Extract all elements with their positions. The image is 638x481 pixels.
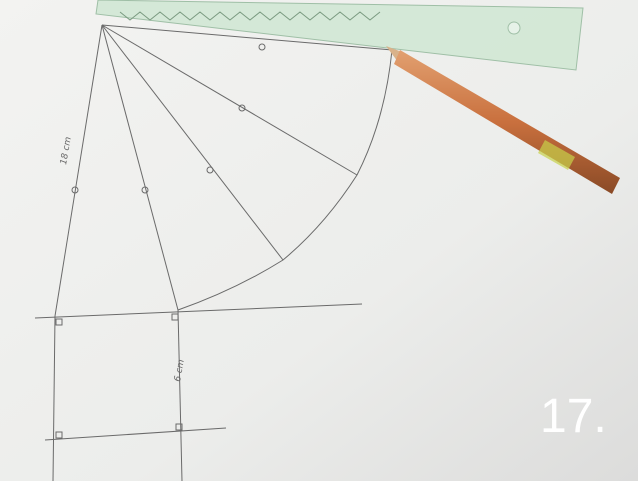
photo: 18 cm 6 cm 17. [0,0,638,481]
step-number: 17. [540,390,607,443]
